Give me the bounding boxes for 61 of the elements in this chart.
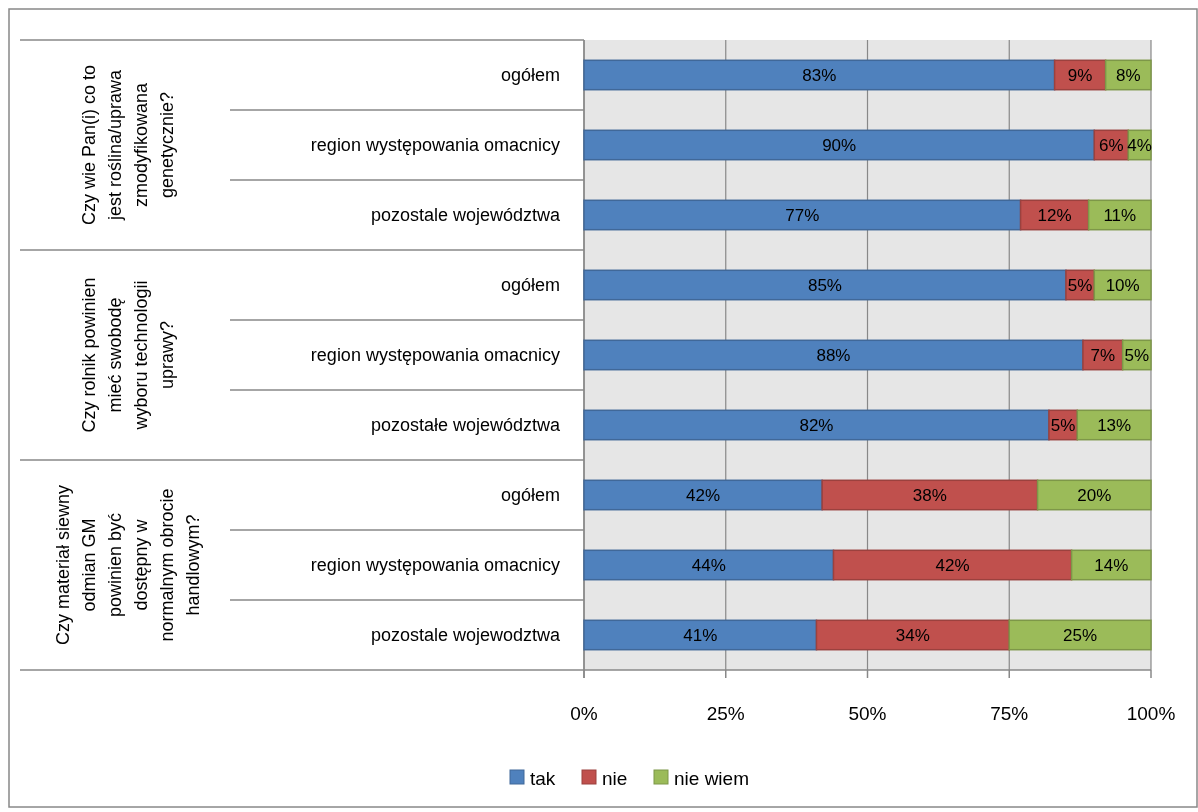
x-tick-label: 0% bbox=[570, 703, 598, 724]
text: Czy materiał siewny odmian GM powinien być dostępny w normalnym obrocie handlowym? bbox=[53, 484, 204, 646]
bar bbox=[1008, 619, 1152, 651]
legend-label: nie bbox=[602, 767, 628, 789]
data-label: 6% bbox=[1099, 135, 1124, 155]
y-tick-label: ogółem bbox=[500, 65, 560, 86]
data-label: 88% bbox=[816, 345, 851, 365]
data-label: 83% bbox=[802, 65, 837, 85]
data-label: 41% bbox=[683, 625, 718, 645]
y-tick-label: pozostale wojewodztwa bbox=[370, 625, 561, 646]
bar bbox=[583, 479, 823, 511]
bar bbox=[821, 479, 1039, 511]
data-label: 5% bbox=[1067, 275, 1093, 295]
x-tick-label: 50% bbox=[848, 703, 887, 724]
x-tick-label: 25% bbox=[706, 703, 745, 724]
bar bbox=[583, 129, 1096, 161]
data-label: 10% bbox=[1105, 275, 1140, 295]
y-tick-label: ogółem bbox=[500, 485, 560, 506]
data-label: 20% bbox=[1077, 485, 1112, 505]
data-label: 13% bbox=[1097, 415, 1132, 435]
data-label: 82% bbox=[799, 415, 834, 435]
data-label: 25% bbox=[1063, 625, 1098, 645]
legend-label: nie wiem bbox=[674, 767, 749, 789]
data-label: 42% bbox=[686, 485, 721, 505]
data-label: 8% bbox=[1116, 65, 1141, 85]
text: Czy rolnik powinien mieć swobodę wyboru technologii uprawy? bbox=[79, 277, 178, 433]
x-tick-label: 100% bbox=[1126, 703, 1176, 724]
bar bbox=[815, 619, 1010, 651]
bar bbox=[583, 199, 1022, 231]
y-tick-label: region występowania omacnicy bbox=[310, 345, 560, 366]
text: Czy wie Pan(i) co to jest roślina/uprawa zmodyfikowana genetycznie? bbox=[79, 64, 178, 226]
data-label: 90% bbox=[822, 135, 857, 155]
bar bbox=[583, 59, 1056, 91]
bar bbox=[583, 549, 835, 581]
data-label: 9% bbox=[1067, 65, 1093, 85]
data-label: 12% bbox=[1037, 205, 1072, 225]
data-label: 44% bbox=[691, 555, 726, 575]
bar bbox=[583, 409, 1050, 441]
data-label: 7% bbox=[1090, 345, 1116, 365]
y-tick-label: pozostale województwa bbox=[370, 205, 561, 226]
data-label: 11% bbox=[1103, 205, 1137, 225]
y-tick-label: ogółem bbox=[500, 275, 560, 296]
data-label: 4% bbox=[1127, 135, 1152, 155]
bar bbox=[583, 269, 1067, 301]
data-label: 34% bbox=[895, 625, 930, 645]
data-label: 77% bbox=[785, 205, 820, 225]
y-tick-label: pozostałe województwa bbox=[370, 415, 561, 436]
y-tick-label: region występowania omacnicy bbox=[310, 555, 560, 576]
y-tick-label: region występowania omacnicy bbox=[310, 135, 560, 156]
data-label: 5% bbox=[1124, 345, 1150, 365]
x-tick-label: 75% bbox=[990, 703, 1029, 724]
data-label: 5% bbox=[1050, 415, 1076, 435]
legend-label: tak bbox=[530, 767, 556, 789]
bar bbox=[1036, 479, 1152, 511]
data-label: 42% bbox=[935, 555, 970, 575]
bar bbox=[583, 339, 1084, 371]
data-label: 14% bbox=[1094, 555, 1129, 575]
data-label: 85% bbox=[807, 275, 842, 295]
bar bbox=[832, 549, 1073, 581]
data-label: 38% bbox=[912, 485, 947, 505]
bar bbox=[583, 619, 818, 651]
